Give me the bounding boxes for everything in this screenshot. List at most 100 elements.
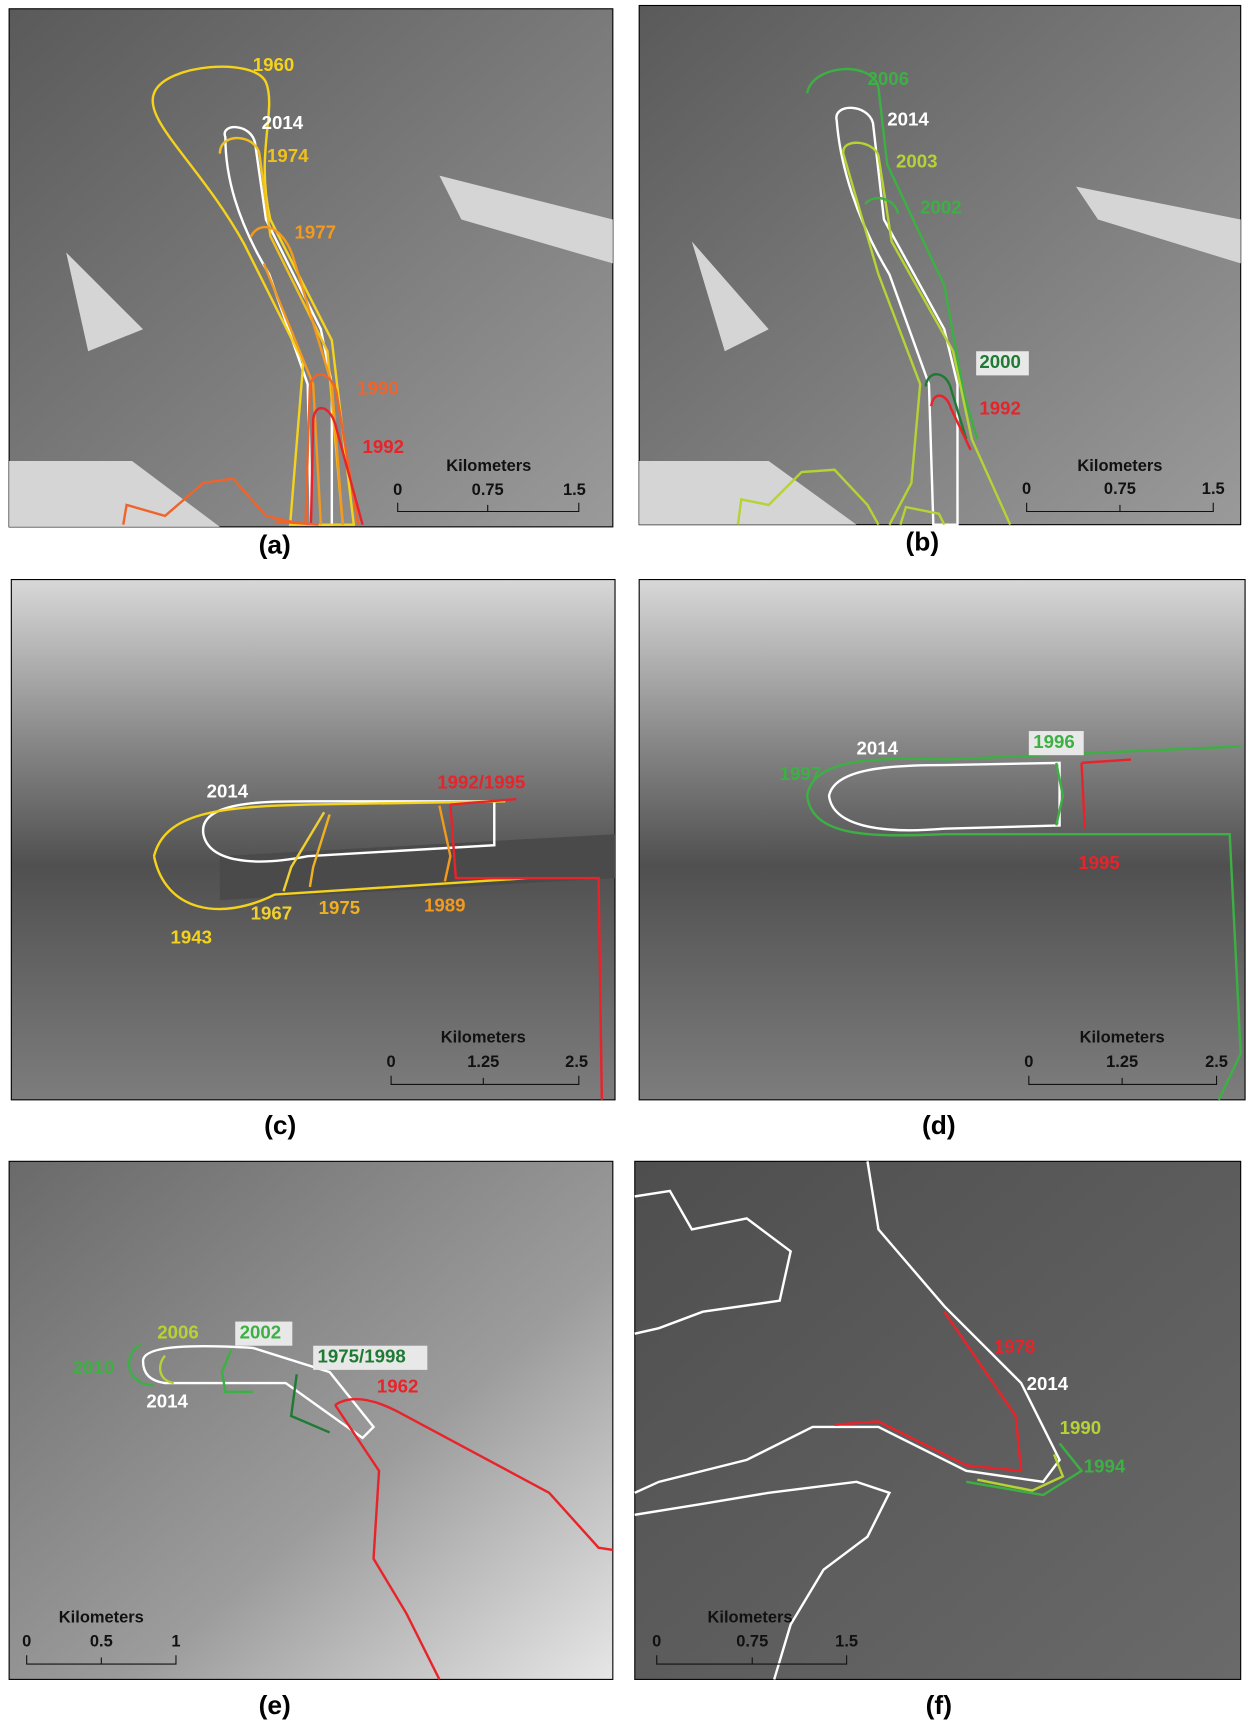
- year-label: 2014: [262, 112, 304, 133]
- year-label: 2014: [1027, 1373, 1069, 1394]
- scale-tick: 0.75: [472, 481, 504, 499]
- outline-1992-1995: [449, 797, 604, 1100]
- scale-unit: Kilometers: [446, 457, 531, 475]
- year-label: 1992: [363, 436, 405, 457]
- image: [8, 8, 614, 528]
- year-label: 1996: [1033, 731, 1075, 752]
- outline-1989: [438, 805, 452, 882]
- outline-2014: [827, 761, 1061, 832]
- outline-1995: [1080, 758, 1132, 829]
- scale-bar: [656, 1655, 848, 1665]
- snow: [9, 175, 613, 527]
- outline-1960: [151, 65, 356, 526]
- year-label: 2010: [73, 1357, 115, 1378]
- scale-bar: [397, 502, 580, 513]
- panel-a: 1960 2014 1974 1977 1990 1992 Kilometers…: [8, 8, 614, 560]
- year-label: 1997: [780, 763, 822, 784]
- scale-unit: Kilometers: [59, 1608, 144, 1626]
- outline-1990: [304, 373, 360, 525]
- outline-2014: [634, 1161, 1061, 1494]
- year-label: 1967: [251, 902, 293, 923]
- label-box: [313, 1345, 428, 1370]
- outline-2000: [924, 373, 968, 440]
- outline-2006: [805, 67, 979, 440]
- scale-tick: 0.75: [736, 1632, 768, 1650]
- panel-label: (b): [906, 526, 940, 556]
- year-label: 2006: [157, 1322, 199, 1343]
- panel-b: 2006 2014 2003 2002 2000 1992 Kilometers…: [638, 4, 1242, 556]
- year-label: 1977: [295, 222, 337, 243]
- scale-tick: 0: [22, 1632, 31, 1650]
- scale-unit: Kilometers: [708, 1608, 793, 1626]
- scale-tick: 0: [1022, 480, 1031, 498]
- outline-1990: [977, 1453, 1065, 1492]
- year-label: 1994: [1084, 1455, 1126, 1476]
- outline-1996: [1055, 762, 1065, 826]
- scale-unit: Kilometers: [1077, 457, 1162, 475]
- outline-2014-tributary: [634, 1189, 892, 1680]
- scale-tick: 1: [171, 1632, 180, 1650]
- image: [10, 579, 616, 1101]
- year-label: 2014: [857, 738, 899, 759]
- outline-1962: [334, 1397, 614, 1680]
- label-box: [1028, 731, 1084, 756]
- scale-tick: 2.5: [1205, 1053, 1228, 1071]
- image: [638, 579, 1246, 1101]
- scale-tick: 1.25: [1106, 1053, 1138, 1071]
- image: [638, 4, 1242, 526]
- scale-tick: 0.75: [1104, 480, 1136, 498]
- scale-unit: Kilometers: [1080, 1029, 1165, 1047]
- outline-1943: [152, 800, 528, 911]
- scale-bar: [1028, 1075, 1218, 1086]
- scale-tick: 0.5: [90, 1632, 113, 1650]
- year-label: 1989: [424, 895, 466, 916]
- year-label: 1992: [979, 397, 1021, 418]
- outline-bottom: [736, 468, 946, 526]
- panel-label: (c): [264, 1110, 296, 1140]
- outline-2002: [864, 196, 900, 215]
- year-label: 2002: [920, 196, 962, 217]
- outline-2006: [158, 1354, 175, 1385]
- panel-c: 2014 1992/1995 1943 1967 1975 1989 Kilom…: [10, 579, 616, 1140]
- year-label: 1990: [1060, 1417, 1102, 1438]
- scale-tick: 1.5: [1202, 480, 1225, 498]
- year-label: 2006: [867, 68, 909, 89]
- outline-1992: [309, 407, 364, 525]
- year-label: 1962: [377, 1375, 419, 1396]
- panel-e: 2006 2002 2010 2014 1975/1998 1962 Kilom…: [8, 1160, 614, 1720]
- snow: [639, 186, 1241, 525]
- scale-tick: 1.5: [563, 481, 586, 499]
- outline-1974: [218, 136, 345, 525]
- label-box: [976, 351, 1029, 376]
- year-label: 2002: [240, 1322, 282, 1343]
- outline-2002: [220, 1349, 253, 1394]
- year-label: 2014: [887, 109, 929, 130]
- outline-2010: [127, 1343, 155, 1387]
- panel-label: (d): [922, 1110, 956, 1140]
- panel-label: (f): [926, 1690, 952, 1720]
- scale-tick: 0: [1024, 1053, 1033, 1071]
- year-label: 2014: [146, 1391, 188, 1412]
- scale-tick: 0: [652, 1632, 661, 1650]
- year-label: 1990: [357, 378, 399, 399]
- year-label: 2014: [207, 780, 249, 801]
- scale-bar: [26, 1655, 177, 1665]
- outline-1967: [282, 811, 326, 892]
- year-label: 1992/1995: [437, 772, 525, 793]
- outline-bottom: [122, 477, 319, 526]
- year-label: 1960: [253, 54, 295, 75]
- outline-1994: [966, 1442, 1084, 1497]
- scale-tick: 0: [393, 481, 402, 499]
- outline-1975: [308, 814, 331, 888]
- outline-1992: [929, 394, 972, 451]
- outline-2014: [835, 106, 959, 526]
- outline-1997: [805, 745, 1242, 1101]
- panel-d: 2014 1996 1997 1995 Kilometers 0 1.25 2.…: [638, 579, 1246, 1140]
- scale-tick: 1.25: [467, 1053, 499, 1071]
- outline-2014: [223, 125, 334, 526]
- scale-bar: [390, 1075, 580, 1086]
- outline-1975-1998: [289, 1374, 331, 1434]
- year-label: 1995: [1078, 852, 1120, 873]
